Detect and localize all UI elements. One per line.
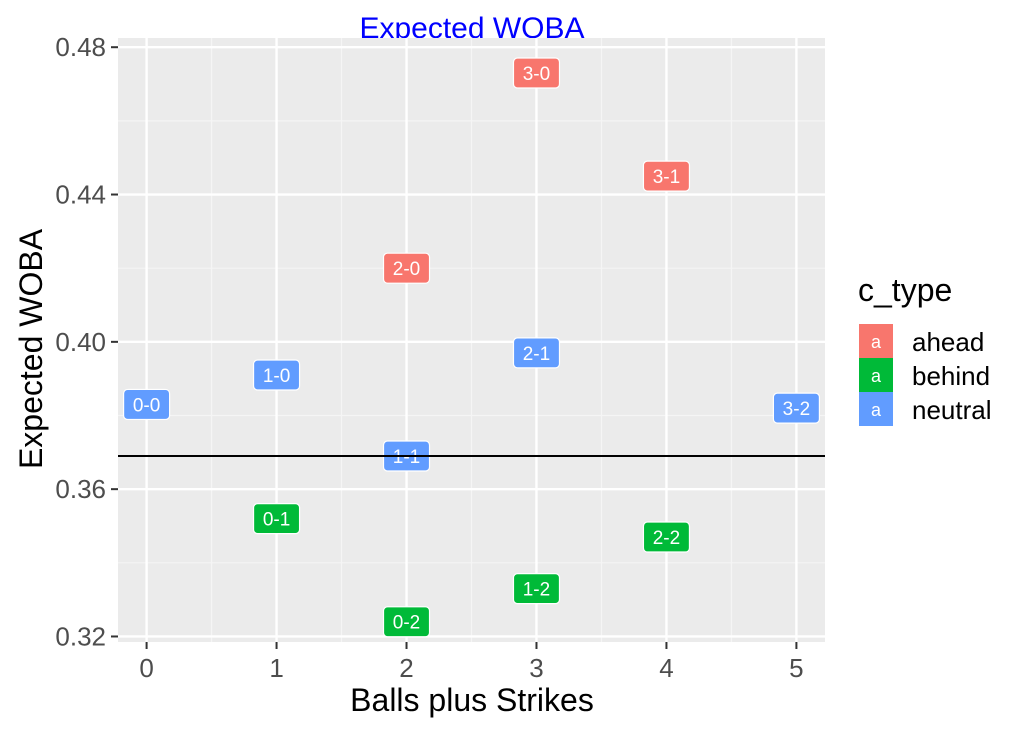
point-label-text: 1-2 bbox=[523, 580, 550, 601]
point-1-2: 1-2 bbox=[512, 572, 561, 605]
x-tick-label: 2 bbox=[399, 653, 413, 683]
y-tick-label: 0.44 bbox=[55, 180, 106, 210]
point-label-box bbox=[252, 359, 301, 391]
point-label-text: 0-1 bbox=[263, 510, 290, 531]
legend-key-glyph: a bbox=[871, 332, 882, 352]
point-label-text: 2-2 bbox=[653, 528, 680, 549]
legend-entry-ahead: a ahead bbox=[859, 324, 984, 358]
point-2-1: 2-1 bbox=[512, 337, 561, 369]
point-label-box bbox=[382, 606, 431, 638]
point-label-box bbox=[642, 521, 691, 553]
point-label-text: 2-0 bbox=[393, 259, 420, 280]
legend-key-glyph: a bbox=[871, 400, 882, 420]
point-label-text: 1-1 bbox=[393, 447, 420, 468]
point-label-text: 1-0 bbox=[263, 366, 290, 387]
point-label-box bbox=[512, 337, 561, 369]
x-tick-label: 3 bbox=[529, 653, 543, 683]
point-label-box bbox=[122, 388, 171, 421]
legend-key bbox=[859, 392, 893, 426]
point-label-text: 0-2 bbox=[393, 613, 420, 634]
point-0-0: 0-0 bbox=[122, 388, 171, 421]
x-tick-label: 0 bbox=[139, 653, 153, 683]
point-label-text: 3-2 bbox=[783, 399, 810, 420]
point-label-text: 3-1 bbox=[653, 167, 680, 188]
point-label-box bbox=[382, 252, 431, 284]
point-label-box bbox=[512, 572, 561, 605]
point-label-text: 2-1 bbox=[523, 344, 550, 365]
point-label-box bbox=[642, 160, 691, 192]
point-3-2: 3-2 bbox=[772, 392, 821, 424]
point-0-2: 0-2 bbox=[382, 606, 431, 638]
point-2-0: 2-0 bbox=[382, 252, 431, 284]
y-tick-label: 0.48 bbox=[55, 32, 106, 62]
y-tick-label: 0.32 bbox=[55, 621, 106, 651]
point-label-box bbox=[252, 503, 301, 535]
x-tick-label: 4 bbox=[659, 653, 673, 683]
point-label-box bbox=[772, 392, 821, 424]
legend-entry-label: ahead bbox=[912, 327, 984, 357]
major-gridlines bbox=[118, 38, 825, 642]
point-2-2: 2-2 bbox=[642, 521, 691, 553]
point-label-text: 3-0 bbox=[523, 64, 550, 85]
legend-title: c_type bbox=[858, 272, 952, 308]
y-axis: 0.32 0.36 0.40 0.44 0.48 bbox=[55, 32, 118, 651]
legend-entry-label: neutral bbox=[912, 395, 992, 425]
point-label-text: 0-0 bbox=[133, 395, 160, 416]
point-label-box bbox=[512, 57, 561, 89]
minor-gridlines bbox=[118, 38, 825, 642]
legend-key bbox=[859, 358, 893, 392]
y-axis-title: Expected WOBA bbox=[13, 228, 49, 469]
y-tick-label: 0.40 bbox=[55, 327, 106, 357]
legend-entry-behind: a behind bbox=[859, 358, 990, 392]
y-tick-label: 0.36 bbox=[55, 474, 106, 504]
legend-key bbox=[859, 324, 893, 358]
legend-entry-label: behind bbox=[912, 361, 990, 391]
x-axis: 0 1 2 3 4 5 bbox=[139, 642, 804, 683]
x-tick-label: 5 bbox=[789, 653, 803, 683]
legend: c_type a ahead a behind a neutral bbox=[858, 272, 992, 426]
point-3-1: 3-1 bbox=[642, 160, 691, 192]
point-1-0: 1-0 bbox=[252, 359, 301, 391]
legend-entry-neutral: a neutral bbox=[859, 392, 992, 426]
point-3-0: 3-0 bbox=[512, 57, 561, 89]
legend-key-glyph: a bbox=[871, 366, 882, 386]
x-axis-title: Balls plus Strikes bbox=[350, 682, 594, 718]
point-0-1: 0-1 bbox=[252, 503, 301, 535]
x-tick-label: 1 bbox=[269, 653, 283, 683]
